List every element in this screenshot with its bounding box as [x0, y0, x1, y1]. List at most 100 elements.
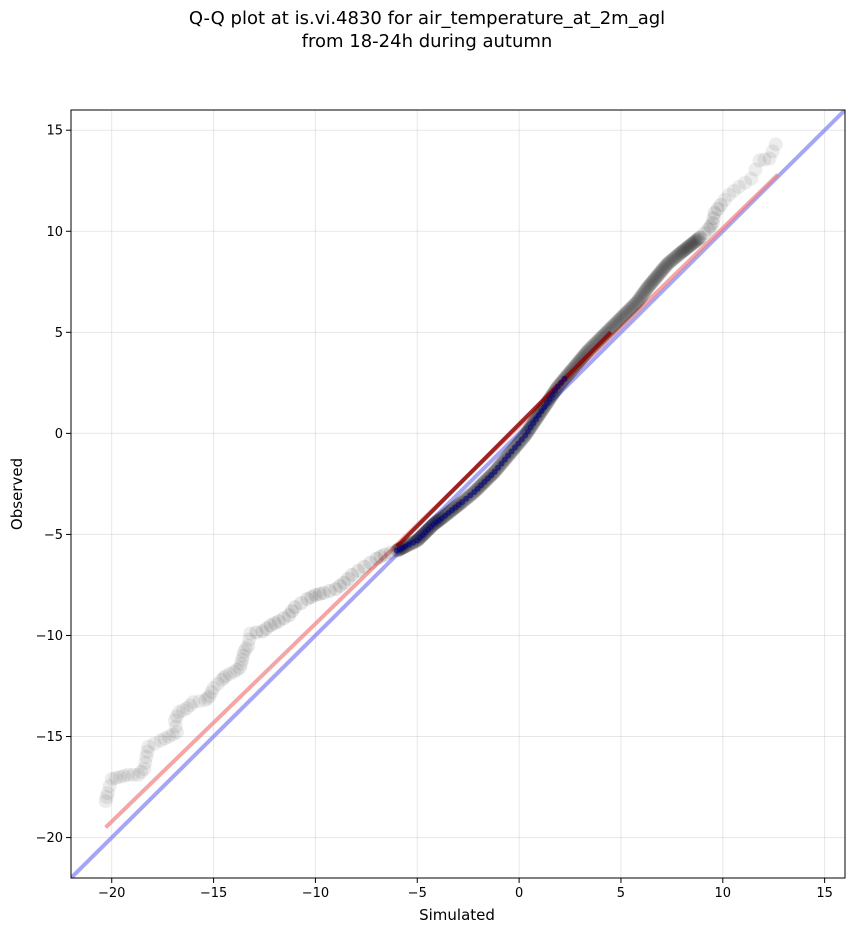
qq-point [687, 235, 702, 250]
qq-point [237, 644, 252, 659]
qq-point [108, 770, 123, 785]
center-point [501, 456, 508, 463]
qq-point [161, 729, 176, 744]
qq-point [222, 666, 237, 681]
qq-point [233, 660, 248, 675]
y-tick-label: 15 [46, 124, 63, 139]
y-axis-ticks: −20 −15 −10 −5 0 5 10 15 [36, 124, 71, 846]
qq-point [622, 302, 637, 317]
reference-lines [71, 110, 845, 878]
qq-point [357, 559, 372, 574]
qq-point [575, 350, 590, 365]
qq-point [591, 333, 606, 348]
qq-point [214, 672, 229, 687]
qq-point [98, 794, 113, 809]
qq-point [678, 242, 693, 257]
qq-point [204, 685, 219, 700]
center-point [498, 460, 505, 467]
qq-point [186, 695, 201, 710]
qq-point [618, 307, 633, 322]
qq-point [654, 263, 669, 278]
qq-point [757, 152, 772, 167]
x-axis-label: Simulated [419, 906, 495, 924]
qq-point [636, 286, 651, 301]
quantile-points [98, 137, 783, 809]
center-point [467, 492, 474, 499]
qq-point [341, 571, 356, 586]
qq-point [168, 719, 183, 734]
qq-point [267, 616, 282, 631]
center-point [505, 452, 512, 459]
qq-point [710, 202, 725, 217]
qq-point [666, 251, 681, 266]
center-point [459, 499, 466, 506]
y-tick-label: 10 [46, 225, 63, 240]
qq-point [332, 578, 347, 593]
qq-point [383, 545, 398, 560]
qq-point [620, 304, 635, 319]
qq-point [288, 600, 303, 615]
qq-point [646, 273, 661, 288]
qq-point [180, 701, 195, 716]
x-tick-label: −15 [200, 886, 227, 901]
qq-point [668, 250, 683, 265]
qq-point [663, 254, 678, 269]
qq-point [271, 614, 286, 629]
y-tick-label: −5 [44, 528, 63, 543]
qq-point [604, 320, 619, 335]
qq-point [138, 755, 153, 770]
qq-point [202, 689, 217, 704]
qq-point [603, 321, 618, 336]
qq-point [732, 179, 747, 194]
qq-point [577, 348, 592, 363]
qq-point [633, 290, 648, 305]
qq-point [634, 289, 649, 304]
qq-point [630, 295, 645, 309]
qq-point [104, 771, 119, 786]
qq-point [294, 596, 309, 611]
qq-point [165, 727, 180, 742]
qq-point [373, 549, 388, 564]
qq-point [624, 301, 639, 316]
plot-frame [70, 109, 846, 879]
qq-point [600, 324, 615, 339]
qq-point [602, 322, 617, 337]
qq-point [643, 277, 658, 292]
qq-point [157, 731, 172, 746]
qq-point [140, 744, 155, 759]
y-axis-label: Observed [8, 458, 26, 530]
qq-point [576, 349, 591, 364]
qq-point [665, 252, 680, 267]
qq-point [99, 790, 114, 805]
qq-point [167, 713, 182, 728]
qq-point [141, 739, 156, 754]
qq-point [638, 283, 653, 298]
qq-point [701, 222, 716, 237]
qq-point [249, 625, 264, 640]
qq-point [137, 761, 152, 776]
x-tick-label: 0 [515, 886, 523, 901]
qq-point [596, 328, 611, 343]
qq-point [738, 175, 753, 190]
qq-point [726, 183, 741, 198]
qq-point [644, 276, 659, 291]
qq-point [171, 705, 186, 720]
qq-point [226, 664, 241, 679]
qq-point [744, 171, 759, 186]
qq-point [684, 237, 699, 252]
qq-point [682, 239, 697, 254]
qq-point [647, 272, 662, 287]
x-tick-label: 15 [816, 886, 833, 901]
x-axis-ticks: −20 −15 −10 −5 0 5 10 15 [98, 878, 833, 901]
y-tick-label: −10 [36, 629, 63, 644]
qq-point [169, 709, 184, 724]
qq-point [241, 638, 256, 653]
qq-point [707, 206, 722, 221]
qq-point [691, 231, 706, 246]
qq-point [659, 257, 674, 272]
qq-point [649, 269, 664, 284]
qq-point [631, 293, 646, 308]
qq-point [336, 575, 351, 590]
qq-point [147, 736, 162, 751]
